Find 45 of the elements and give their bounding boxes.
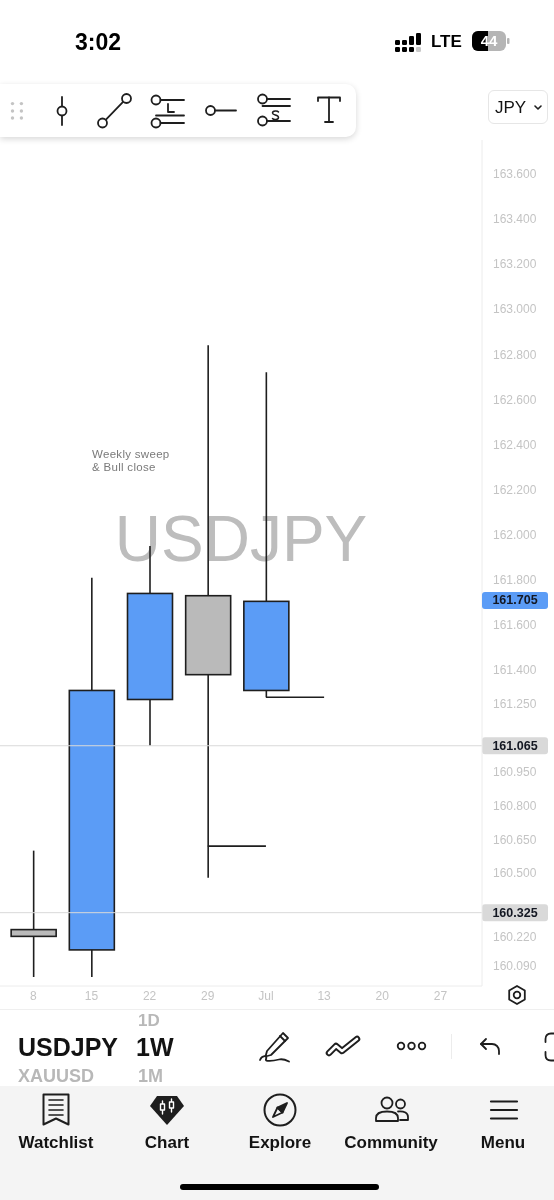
y-tick-label: 163.000 — [493, 302, 537, 317]
x-tick-label: 8 — [29, 988, 37, 1003]
y-tick-label: 162.600 — [493, 392, 537, 407]
x-tick-label: 13 — [317, 988, 332, 1003]
y-tick-label: 161.800 — [493, 573, 537, 588]
currency-dropdown: JPY — [488, 90, 548, 124]
y-tick-label: 160.950 — [493, 764, 537, 779]
y-tick-label: 161.250 — [493, 697, 537, 712]
text: Explore — [248, 1133, 312, 1152]
text: Watchlist — [17, 1133, 95, 1152]
x-tick-label: 15 — [84, 988, 99, 1003]
y-tick-label: 161.400 — [493, 663, 537, 678]
text: LTE — [431, 32, 462, 51]
x-tick-label: 22 — [142, 988, 157, 1003]
y-tick-label: 163.600 — [493, 167, 537, 182]
candlestick — [10, 849, 57, 978]
text: XAUUSD — [18, 1066, 95, 1086]
y-tick-label: 162.800 — [493, 347, 537, 362]
x-tick-label: 20 — [375, 988, 390, 1003]
ref-line-label: 161.065 — [492, 739, 538, 754]
text: 161.705 — [482, 592, 548, 609]
y-tick-label: 160.090 — [493, 958, 537, 973]
x-tick-label: 27 — [433, 988, 448, 1003]
y-tick-label: 160.220 — [493, 929, 537, 944]
text: Menu — [480, 1133, 526, 1152]
ref-line-label: 160.325 — [492, 906, 538, 921]
y-tick-label: 160.800 — [493, 798, 537, 813]
x-tick-label: 29 — [201, 988, 215, 1003]
y-tick-label: 160.500 — [493, 866, 537, 881]
y-tick-label: 162.000 — [493, 528, 537, 543]
x-tick-label: Jul — [258, 988, 274, 1003]
text: 1W — [136, 1033, 174, 1061]
y-tick-label: 163.400 — [493, 212, 537, 227]
text: 1M — [138, 1066, 164, 1086]
y-tick-label: 160.650 — [493, 832, 537, 847]
text: 3:02 — [75, 29, 122, 55]
y-tick-label: 162.200 — [493, 482, 537, 497]
text: Community — [343, 1133, 439, 1152]
y-tick-label: 162.400 — [493, 437, 537, 452]
text: 1D — [138, 1011, 160, 1030]
text: USDJPY — [18, 1033, 119, 1061]
y-tick-label: 161.600 — [493, 618, 537, 633]
y-tick-label: 163.200 — [493, 257, 537, 272]
annotation: Weekly sweep & Bull close — [92, 448, 170, 474]
text: Chart — [144, 1133, 190, 1152]
